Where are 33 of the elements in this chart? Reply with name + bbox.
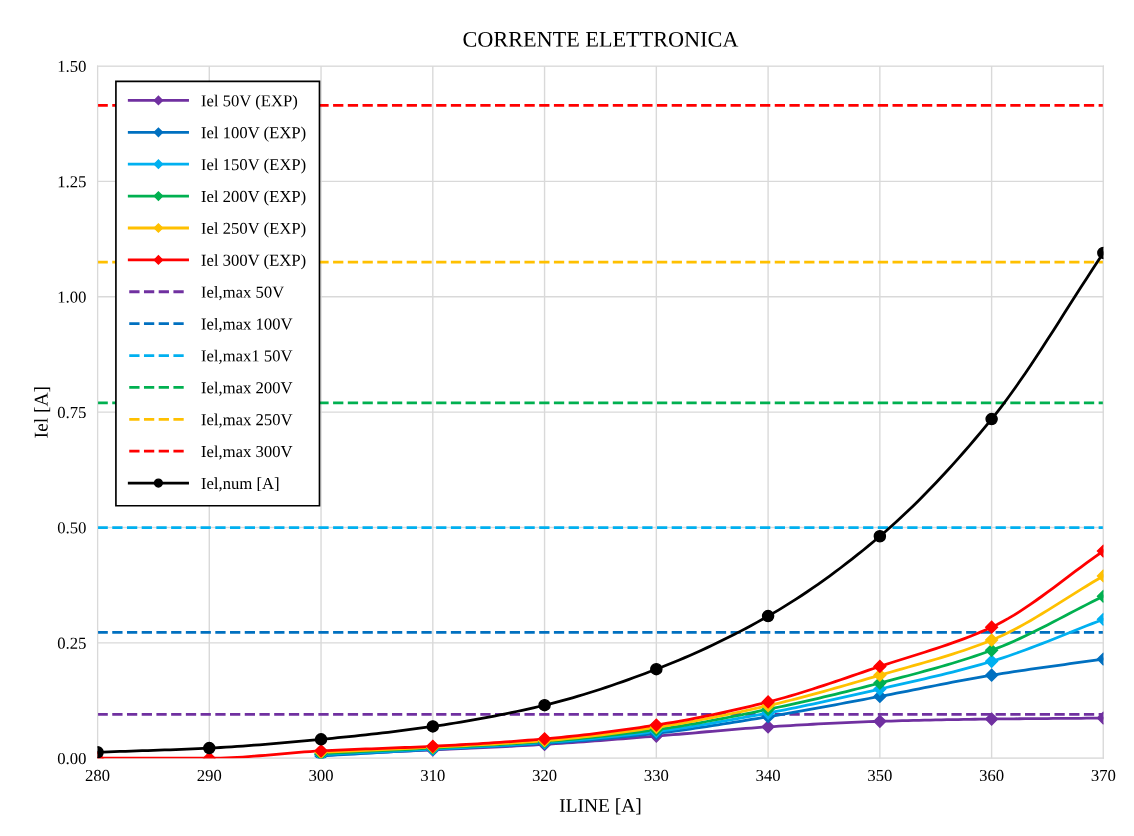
legend-label: Iel 50V (EXP) [201,94,298,110]
x-tick-label: 320 [532,769,557,782]
legend-label: Iel,max 250V [201,413,293,428]
y-tick-label: 1.50 [58,60,86,73]
legend-label: Iel 200V (EXP) [201,190,306,206]
legend-label: Iel,max 50V [201,286,285,301]
y-tick-label: 0.50 [57,522,86,534]
legend-label: Iel 150V (EXP) [201,158,306,174]
x-tick-label: 370 [1091,769,1116,782]
x-tick-label: 280 [85,769,110,782]
legend-label: Iel,num [A] [201,477,279,492]
legend-label: Iel,max 300V [201,445,293,460]
y-tick-label: 1.00 [58,291,86,303]
ref-line-label: Iel,max 200V [201,381,293,396]
chart-title: CORRENTE ELETTRONICA [463,31,739,47]
x-tick-label: 360 [979,769,1004,782]
x-axis-title: ILINE [A] [559,798,641,815]
legend-label: Iel,max 100V [201,317,293,333]
x-tick-label: 330 [644,769,669,782]
y-tick-label: 0.75 [57,406,86,419]
x-tick-label: 310 [421,769,445,782]
y-tick-label: 0.25 [57,637,86,649]
y-axis-title: Iel [A] [34,387,51,438]
x-tick-label: 340 [756,769,780,782]
legend-label: Iel 300V (EXP) [201,254,306,270]
y-tick-label: 1.25 [58,176,86,188]
x-tick-label: 300 [309,769,333,782]
x-tick-label: 350 [868,769,892,782]
y-tick-label: 0.00 [57,752,86,765]
legend-label: Iel 250V (EXP) [201,222,306,238]
x-tick-label: 290 [197,769,222,782]
legend-label: Iel,max1 50V [201,349,293,364]
legend-label: Iel 100V (EXP) [201,126,306,142]
